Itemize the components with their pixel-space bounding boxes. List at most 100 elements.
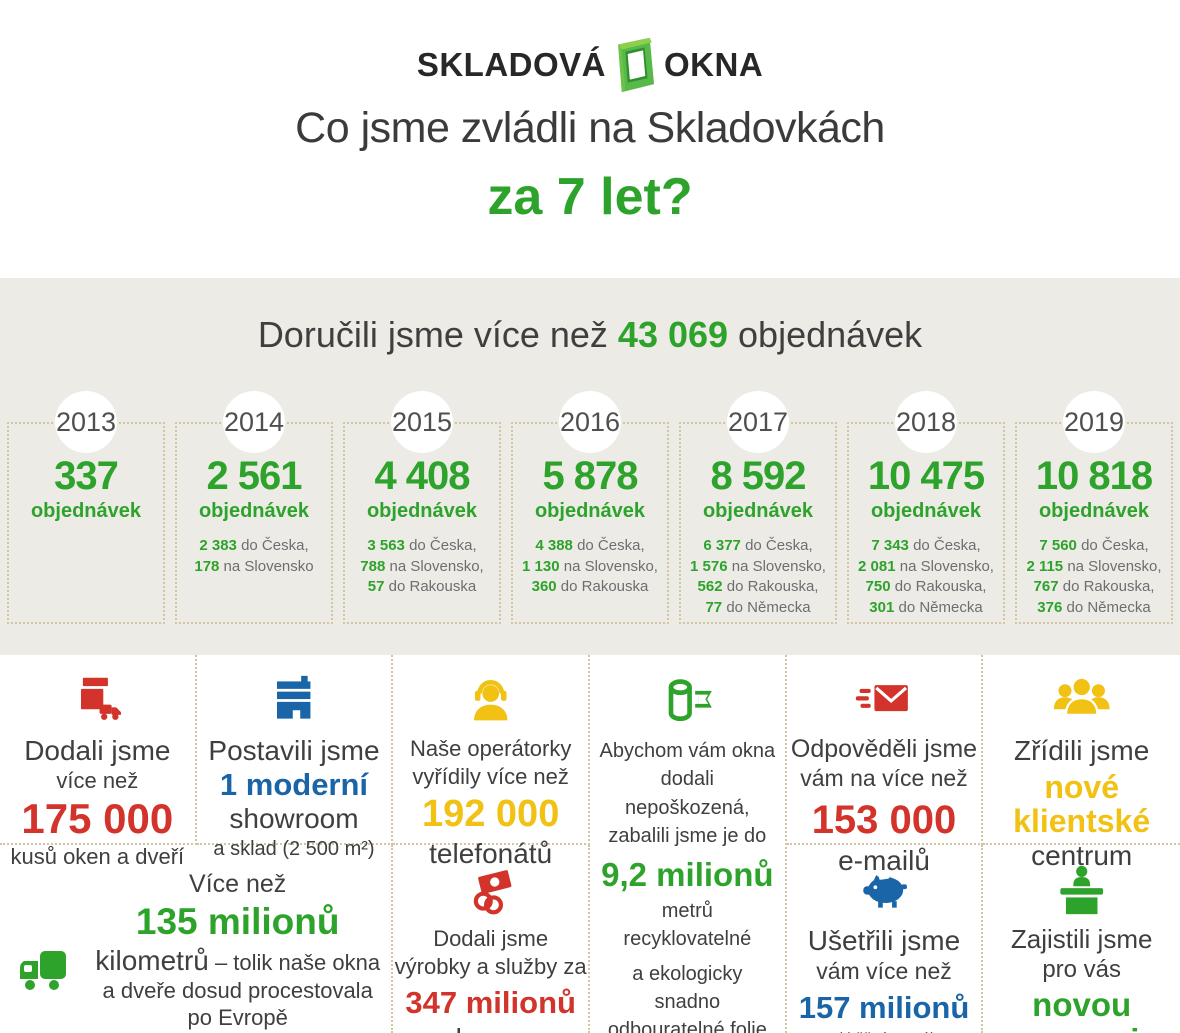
timeline-column-2013: 2013 337 objednávek [2,391,170,624]
stat-text: a ekologicky snadno odbouratelné folie [607,962,767,1033]
breakdown-line: 2 081 na Slovensko, [858,557,994,575]
breakdown-line: 1 130 na Slovensko, [522,557,658,575]
year-box: 2 561 objednávek 2 383 do Česka, 178 na … [175,422,333,624]
stat-number: 192 000 [421,793,560,835]
breakdown-line: 562 do Rakouska, [697,578,819,596]
timeline-column-2019: 2019 10 818 objednávek 7 560 do Česka, 2… [1010,391,1178,624]
breakdown-line: 360 do Rakouska [531,578,649,596]
stat-number: 9,2 milionů [601,855,774,893]
stat-text: Dodali jsme [433,926,549,951]
stat-number: 153 000 [811,797,957,842]
breakdown-line: 1 576 na Slovensko, [690,557,826,575]
stat-showroom: Postavili jsme 1 moderní showroom a skla… [196,655,394,860]
stat-text: vám na více než [800,764,968,791]
stat-text: kilometrů [95,944,209,976]
breakdown-line: 788 na Slovensko, [360,557,484,575]
breakdown-line: 178 na Slovensko [194,557,314,575]
stat-delivered-windows: Dodali jsme více než 175 000 kusů oken a… [0,655,197,869]
stat-revenue: Dodali jsme výrobky a služby za 347 mili… [393,845,590,1033]
package-truck-icon [0,671,195,729]
orders-count: 10 475 [867,454,985,498]
year-box: 4 408 objednávek 3 563 do Česka, 788 na … [343,422,501,624]
stat-savings: Ušetřili jsme vám více než 157 milionů o… [787,845,984,1033]
stat-kilometers-text: Více než 135 milionů kilometrů – tolik n… [92,869,391,1033]
building-icon [197,671,392,729]
stat-text: Zřídili jsme [1013,735,1150,766]
orders-prefix: Doručili jsme více než [257,314,618,355]
reception-desk-icon [983,861,1180,919]
orders-count: 337 [54,454,119,498]
stat-number: klientské [1013,802,1151,839]
orders-band: Doručili jsme více než 43 069 objednávek… [0,278,1180,655]
breakdown-line: 6 377 do Česka, [703,537,813,554]
stat-phone-calls: Naše operátorky vyřídily více než 192 00… [393,655,590,869]
header: SKLADOVÁ OKNA Co jsme zvládli na Skladov… [0,0,1180,278]
orders-breakdown: 7 560 do Česka, 2 115 na Slovensko, 767 … [1017,536,1171,619]
timeline-column-2014: 2014 2 561 objednávek 2 383 do Česka, 17… [170,391,338,624]
orders-count-label: objednávek [1038,500,1150,522]
stat-text: e-mailů [838,844,930,876]
breakdown-line: 3 563 do Česka, [367,537,477,554]
logo: SKLADOVÁ OKNA [0,0,1180,96]
stat-text: Zajistili jsme [1010,924,1153,954]
page-subtitle-green: za 7 let? [487,168,693,226]
stat-number: 157 milionů [798,989,970,1025]
year-badge: 2013 [55,391,117,453]
breakdown-line: 376 do Německa [1037,599,1151,617]
stat-text: Více než [189,870,287,898]
orders-total-heading: Doručili jsme více než 43 069 objednávek [0,278,1180,356]
orders-count-label: objednávek [366,500,478,522]
orders-breakdown: 4 388 do Česka, 1 130 na Slovensko, 360 … [513,536,667,598]
stat-text: kusů oken a dveří [10,843,185,869]
orders-count: 2 561 [206,454,302,498]
stat-number: 175 000 [21,794,174,842]
breakdown-line: 7 343 do Česka, [871,537,981,554]
timeline-column-2015: 2015 4 408 objednávek 3 563 do Česka, 78… [338,391,506,624]
stat-text-line: kilometrů – tolik naše okna [92,945,383,977]
breakdown-line: 767 do Rakouska, [1033,578,1155,596]
orders-total-number: 43 069 [617,314,729,355]
film-roll-icon [590,673,785,731]
stat-reception: Zajistili jsme pro vás novou recepci [983,845,1180,1033]
stat-number: recepci [983,1022,1180,1033]
year-box: 5 878 objednávek 4 388 do Česka, 1 130 n… [511,422,669,624]
stat-emails: Odpověděli jsme vám na více než 153 000 … [786,655,984,876]
stat-number: 135 milionů [135,901,340,943]
stat-text: Postavili jsme [208,735,380,766]
logo-text-okna: OKNA [664,46,764,83]
stat-text: vám více než [816,958,952,985]
stat-text: Odpověděli jsme [790,735,978,763]
year-badge: 2016 [559,391,621,453]
stat-client-center: Zřídili jsme nové klientské centrum [983,655,1180,871]
stat-text: – tolik naše okna [208,949,381,975]
stat-text: a sklad (2 500 m²) [213,838,375,861]
stat-text: Abychom vám okna dodali nepoškozená, zab… [599,740,776,848]
stat-text: Naše operátorky [409,736,572,761]
year-badge: 2018 [895,391,957,453]
stat-text: výrobky a služby za [394,953,587,979]
years-timeline: 2013 337 objednávek 2014 2 561 objednáve… [0,391,1180,624]
year-badge: 2019 [1063,391,1125,453]
breakdown-line: 2 115 na Slovensko, [1026,557,1162,575]
stat-text: a dveře dosud procestovala [102,977,373,1003]
money-icon [393,861,588,919]
breakdown-line: 301 do Německa [869,599,983,617]
stat-kilometers: Více než 135 milionů kilometrů – tolik n… [0,845,394,1033]
stat-text: vyřídily více než [412,763,569,789]
stat-text: telefonátů [429,837,553,869]
timeline-column-2018: 2018 10 475 objednávek 7 343 do Česka, 2… [842,391,1010,624]
stat-number: 1 moderní [219,767,369,803]
orders-count: 5 878 [542,454,638,498]
orders-breakdown: 3 563 do Česka, 788 na Slovensko, 57 do … [345,536,499,598]
breakdown-line: 7 560 do Česka, [1039,537,1149,554]
operator-headset-icon [393,671,588,729]
timeline-column-2017: 2017 8 592 objednávek 6 377 do Česka, 1 … [674,391,842,624]
orders-count-label: objednávek [870,500,982,522]
stat-text: více než [56,768,139,794]
year-badge: 2015 [391,391,453,453]
timeline-column-2016: 2016 5 878 objednávek 4 388 do Česka, 1 … [506,391,674,624]
stat-number: 347 milionů [405,985,576,1020]
orders-suffix: objednávek [728,314,923,355]
stat-text: korun [393,1023,588,1033]
